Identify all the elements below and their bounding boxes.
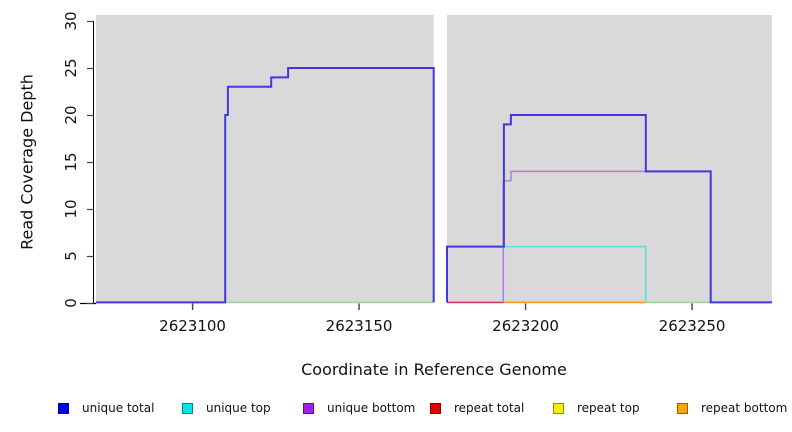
y-tick-label: 0 xyxy=(62,298,80,308)
legend-label: repeat bottom xyxy=(701,401,788,415)
repeat-bottom-swatch-icon xyxy=(677,402,688,414)
legend-label: unique total xyxy=(82,401,155,415)
legend-item-repeat-top: repeat top xyxy=(553,398,640,418)
x-tick-label: 2623200 xyxy=(492,317,559,335)
x-tick-label: 2623150 xyxy=(325,317,393,335)
y-axis-label: Read Coverage Depth xyxy=(17,74,37,250)
legend-item-repeat-total: repeat total xyxy=(430,398,524,418)
y-tick-label: 20 xyxy=(62,105,80,125)
legend-label: unique top xyxy=(206,401,271,415)
y-tick-label: 5 xyxy=(62,251,80,261)
unique-bottom-swatch-icon xyxy=(303,402,314,414)
legend-label: unique bottom xyxy=(327,401,416,415)
y-tick-label: 25 xyxy=(62,58,80,78)
y-tick-label: 15 xyxy=(62,152,80,172)
legend: unique total unique top unique bottom re… xyxy=(0,398,792,420)
unique-total-swatch-icon xyxy=(58,402,69,414)
x-tick-label: 2623100 xyxy=(159,317,226,335)
legend-label: repeat total xyxy=(454,401,525,415)
x-tick-label: 2623250 xyxy=(658,317,726,335)
repeat-top-swatch-icon xyxy=(553,402,564,414)
x-axis-label: Coordinate in Reference Genome xyxy=(301,360,567,379)
legend-item-unique-top: unique top xyxy=(182,398,271,418)
legend-label: repeat top xyxy=(577,401,640,415)
y-tick-label: 30 xyxy=(62,11,80,31)
unique-top-swatch-icon xyxy=(182,402,193,414)
legend-item-repeat-bottom: repeat bottom xyxy=(677,398,787,418)
repeat-total-swatch-icon xyxy=(430,402,441,414)
y-tick-label: 10 xyxy=(62,199,80,219)
legend-item-unique-total: unique total xyxy=(58,398,154,418)
legend-item-unique-bottom: unique bottom xyxy=(303,398,415,418)
